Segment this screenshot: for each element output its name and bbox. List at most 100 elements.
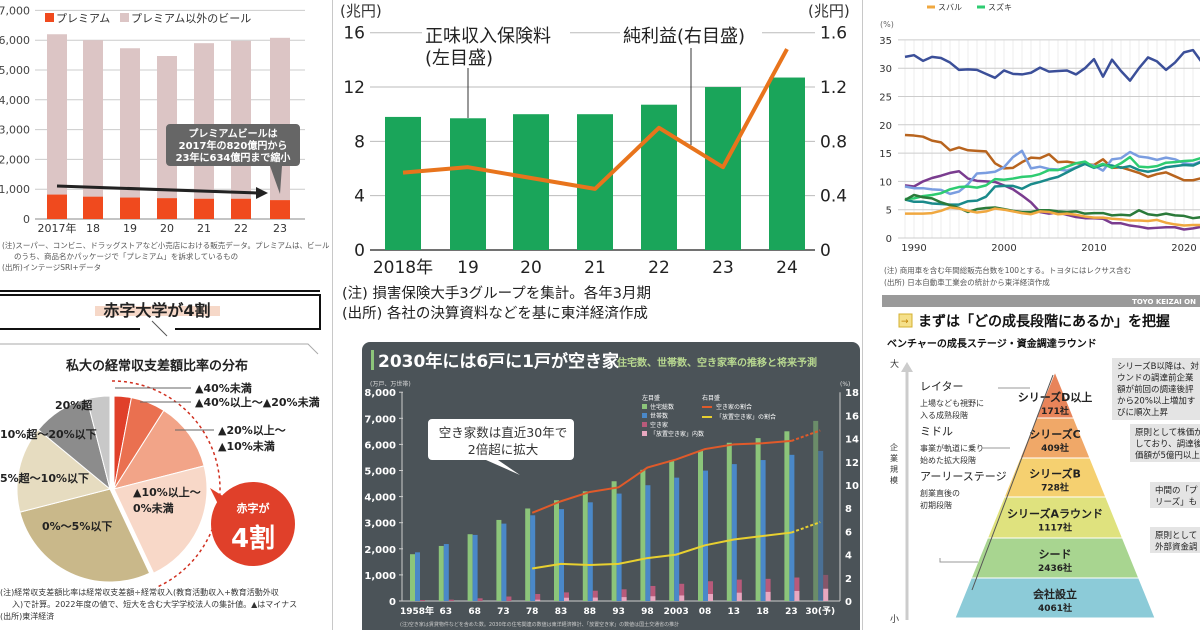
bar-vacant: [448, 599, 454, 601]
level-count: 1117社: [1038, 522, 1072, 534]
stage-leaders: [939, 387, 1030, 563]
x-tick-label: 2003: [664, 607, 689, 617]
header-box: [0, 294, 321, 330]
forecast-line: [791, 429, 821, 442]
bar-housing-total: [611, 481, 617, 601]
subframe-line: [0, 343, 319, 355]
left-tick-label: 8: [354, 132, 365, 152]
right-tick-label: 16: [845, 411, 859, 422]
bar-housing-total: [755, 438, 761, 601]
bar-abandoned-vacant: [650, 596, 656, 601]
stage-name: ミドル: [920, 425, 953, 438]
x-tick-label: 18: [86, 222, 100, 235]
series-label: 純利益(右目盛): [623, 26, 745, 47]
stage-desc: 初期段階: [920, 500, 952, 510]
y-tick-label: 5: [886, 206, 892, 217]
axis-label-char: 模: [890, 475, 898, 485]
note-text: (出所) 各社の決算資料などを基に東洋経済作成: [342, 305, 648, 322]
legend-label: 空き家の割合: [716, 403, 752, 411]
y-tick-label: 25: [879, 93, 892, 104]
axis-label-char: 企: [890, 442, 898, 452]
bar-abandoned-vacant: [794, 590, 800, 601]
x-tick-label: 30(予): [805, 606, 835, 617]
x-tick-label: 2020: [1171, 243, 1196, 254]
annotation-bg: [422, 20, 570, 70]
left-tick-label: 6,000: [364, 440, 396, 451]
bar-households: [645, 485, 651, 601]
left-tick-label: 2,000: [364, 545, 396, 556]
right-tick-label: 0.4: [820, 187, 847, 207]
bar-premium: [270, 200, 290, 219]
note-text: (注)スーパー、コンビニ、ドラッグストアなど小売店における販売データ。プレミアム…: [2, 240, 330, 250]
bar-premium-income: [513, 114, 549, 250]
x-tick-label: 78: [526, 607, 539, 617]
stage-desc: 上場なども視野に: [920, 398, 984, 408]
level-name: 会社設立: [1033, 587, 1077, 601]
bar-housing-total: [467, 534, 473, 601]
x-tick-label: 68: [468, 607, 481, 617]
stage-desc: 入る成熟段階: [920, 410, 968, 420]
bar-vacant: [708, 581, 713, 601]
x-tick-label: 22: [234, 222, 248, 235]
x-tick-label: 21: [584, 258, 606, 278]
level-name: シード: [1039, 548, 1072, 561]
x-tick-label: 19: [457, 258, 479, 278]
slice-label: ▲20%以上〜: [218, 423, 286, 437]
bar-abandoned-vacant: [736, 592, 742, 601]
note-text: 入)で計算。2022年度の値で、短大を含む大学学校法人の集計値。▲はマイナス: [12, 599, 297, 609]
note-box: [1150, 527, 1200, 553]
slice-label: 20%超: [55, 398, 93, 412]
bar-vacant: [679, 583, 685, 601]
note-box-text: しており、調達後企: [1135, 439, 1200, 450]
bar-households: [559, 509, 564, 601]
header-title: 赤字大学が4割: [103, 301, 210, 320]
x-tick-label: 63: [440, 607, 453, 617]
note-text: (注)空き家は賃貸物件などを含めた数。2030年の住宅関連の数値は東洋経済推計、…: [400, 621, 679, 628]
legend-swatch: [642, 413, 647, 418]
right-tick-label: 18: [845, 388, 859, 399]
left-tick-label: 5,000: [364, 467, 396, 478]
level-count: 728社: [1041, 482, 1069, 494]
x-tick-label: 1990: [901, 243, 926, 254]
bar-abandoned-vacant: [765, 591, 771, 601]
note-box-text: 原則として株価が: [1135, 427, 1200, 438]
note-text: (注) 商用車を含む年間総販売台数を100とする。トヨタにはレクサス含む: [884, 265, 1131, 275]
x-tick-label: 19: [123, 222, 137, 235]
stage-desc: 事業が軌道に乗り: [920, 443, 984, 453]
left-unit-label: (万戸、万世帯): [370, 380, 411, 388]
legend-label: 「放置空き家」内数: [650, 430, 704, 438]
bar-vacant: [794, 577, 800, 601]
right-tick-label: 10: [845, 481, 859, 492]
right-unit-label: (兆円): [808, 2, 850, 20]
badge-value: 4割: [231, 523, 275, 554]
bar-households: [501, 523, 507, 601]
left-tick-label: 8,000: [364, 388, 396, 399]
banner-text: TOYO KEIZAI ON: [1132, 298, 1196, 306]
bar-abandoned-vacant: [823, 588, 829, 601]
note-box-text: 外部資金調: [1155, 542, 1198, 553]
bar-vacant: [736, 579, 742, 601]
left-tick-label: 4: [354, 187, 365, 207]
pie-title: 私大の経常収支差額比率の分布: [66, 358, 248, 374]
bar-housing-total: [582, 491, 588, 601]
bar-housing-total: [698, 450, 703, 601]
legend-swatch: [642, 404, 647, 409]
pyramid-level: [954, 577, 1156, 619]
legend-title: 右目盛: [702, 394, 720, 402]
bar-housing-total: [726, 442, 732, 601]
legend-label: 「放置空き家」の割合: [716, 413, 776, 421]
x-tick-label: 08: [699, 607, 712, 617]
legend-label: スズキ: [988, 2, 1012, 12]
note-box: [1130, 424, 1200, 462]
legend-label: プレミアム: [56, 12, 110, 25]
legend-label: プレミアム以外のビール: [131, 12, 251, 25]
chart-subtitle: 住宅数、世帯数、空き家率の推移と将来予測: [617, 356, 817, 369]
slice-label: 10%超〜20%以下: [0, 427, 97, 441]
x-tick-label: 73: [497, 607, 510, 617]
stage-name: アーリーステージ: [920, 470, 1007, 483]
left-tick-label: 1,000: [364, 571, 396, 582]
x-tick-label: 20: [520, 258, 542, 278]
y-tick-label: 20: [879, 121, 892, 132]
right-tick-label: 1.6: [820, 24, 847, 44]
right-tick-label: 2: [845, 574, 852, 585]
